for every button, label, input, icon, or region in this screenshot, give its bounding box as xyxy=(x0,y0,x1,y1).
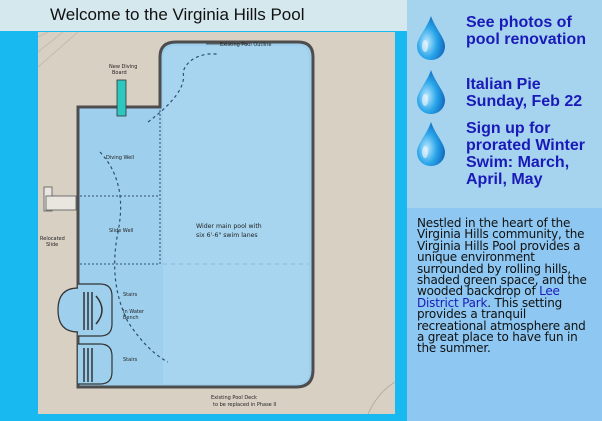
main-pool-water xyxy=(163,46,309,384)
page-title: Welcome to the Virginia Hills Pool xyxy=(50,5,305,24)
label-main-pool-2: six 6'-6" swim lanes xyxy=(196,232,258,239)
deck-edge-curve xyxy=(367,381,395,414)
news-panel: See photos of pool renovation Italian Pi… xyxy=(407,0,602,208)
label-in-water-bench-1: In Water xyxy=(123,309,145,315)
water-drop-icon xyxy=(417,16,445,60)
label-deck-2: to be replaced in Phase II xyxy=(213,402,276,408)
left-panel: Welcome to the Virginia Hills Pool xyxy=(0,0,407,421)
lee-district-park-link[interactable]: Lee District Park xyxy=(417,284,560,310)
stairs-bottom-area xyxy=(78,343,113,385)
label-existing-outline: Existing Pool Outline xyxy=(220,42,271,48)
label-main-pool-1: Wider main pool with xyxy=(196,223,262,230)
pool-plan-drawing: Existing Pool Outline New Diving Board D… xyxy=(38,32,395,414)
news-link-winter-swim[interactable]: Sign up for prorated Winter Swim: March,… xyxy=(466,120,585,188)
label-stairs-top: Stairs xyxy=(123,292,138,298)
title-bar: Welcome to the Virginia Hills Pool xyxy=(0,0,407,31)
news-item-italian-pie[interactable]: Italian Pie Sunday, Feb 22 xyxy=(415,68,600,116)
news-item-photos[interactable]: See photos of pool renovation xyxy=(415,14,600,62)
relocated-slide-ramp xyxy=(45,195,77,211)
stair-treads xyxy=(83,292,93,330)
diving-board xyxy=(116,79,127,117)
pool-site-plan: Existing Pool Outline New Diving Board D… xyxy=(38,32,395,414)
about-panel: Nestled in the heart of the Virginia Hil… xyxy=(407,208,602,421)
in-water-bench xyxy=(95,295,103,325)
label-slide-well: Slide Well xyxy=(109,228,133,234)
existing-outline-dotted-2 xyxy=(99,151,169,363)
label-relocated-slide-2: Slide xyxy=(46,242,58,248)
label-relocated-slide-1: Relocated xyxy=(40,236,65,242)
right-panel: See photos of pool renovation Italian Pi… xyxy=(407,0,602,421)
label-diving-well: Diving Well xyxy=(106,155,134,161)
water-drop-icon xyxy=(417,70,445,114)
stair-treads-bottom xyxy=(83,348,93,382)
about-text: Nestled in the heart of the Virginia Hil… xyxy=(417,216,595,356)
label-in-water-bench-2: Bench xyxy=(123,315,139,321)
deck-hatching xyxy=(38,32,79,68)
label-stairs-bottom: Stairs xyxy=(123,357,138,363)
about-text-after: . This setting provides a tranquil recre… xyxy=(417,295,586,356)
label-new-diving-board-2: Board xyxy=(112,70,127,76)
stairs-area xyxy=(78,283,113,337)
label-deck-1: Existing Pool Deck xyxy=(211,395,257,401)
stairs-curve xyxy=(57,287,79,333)
label-new-diving-board-1: New Diving xyxy=(109,64,137,70)
news-item-winter-swim[interactable]: Sign up for prorated Winter Swim: March,… xyxy=(415,120,600,195)
news-link-italian-pie[interactable]: Italian Pie Sunday, Feb 22 xyxy=(466,76,583,110)
about-text-before: Nestled in the heart of the Virginia Hil… xyxy=(417,216,587,299)
water-drop-icon xyxy=(417,122,445,166)
existing-outline-dotted xyxy=(147,53,218,123)
news-link-photos[interactable]: See photos of pool renovation xyxy=(466,14,586,48)
